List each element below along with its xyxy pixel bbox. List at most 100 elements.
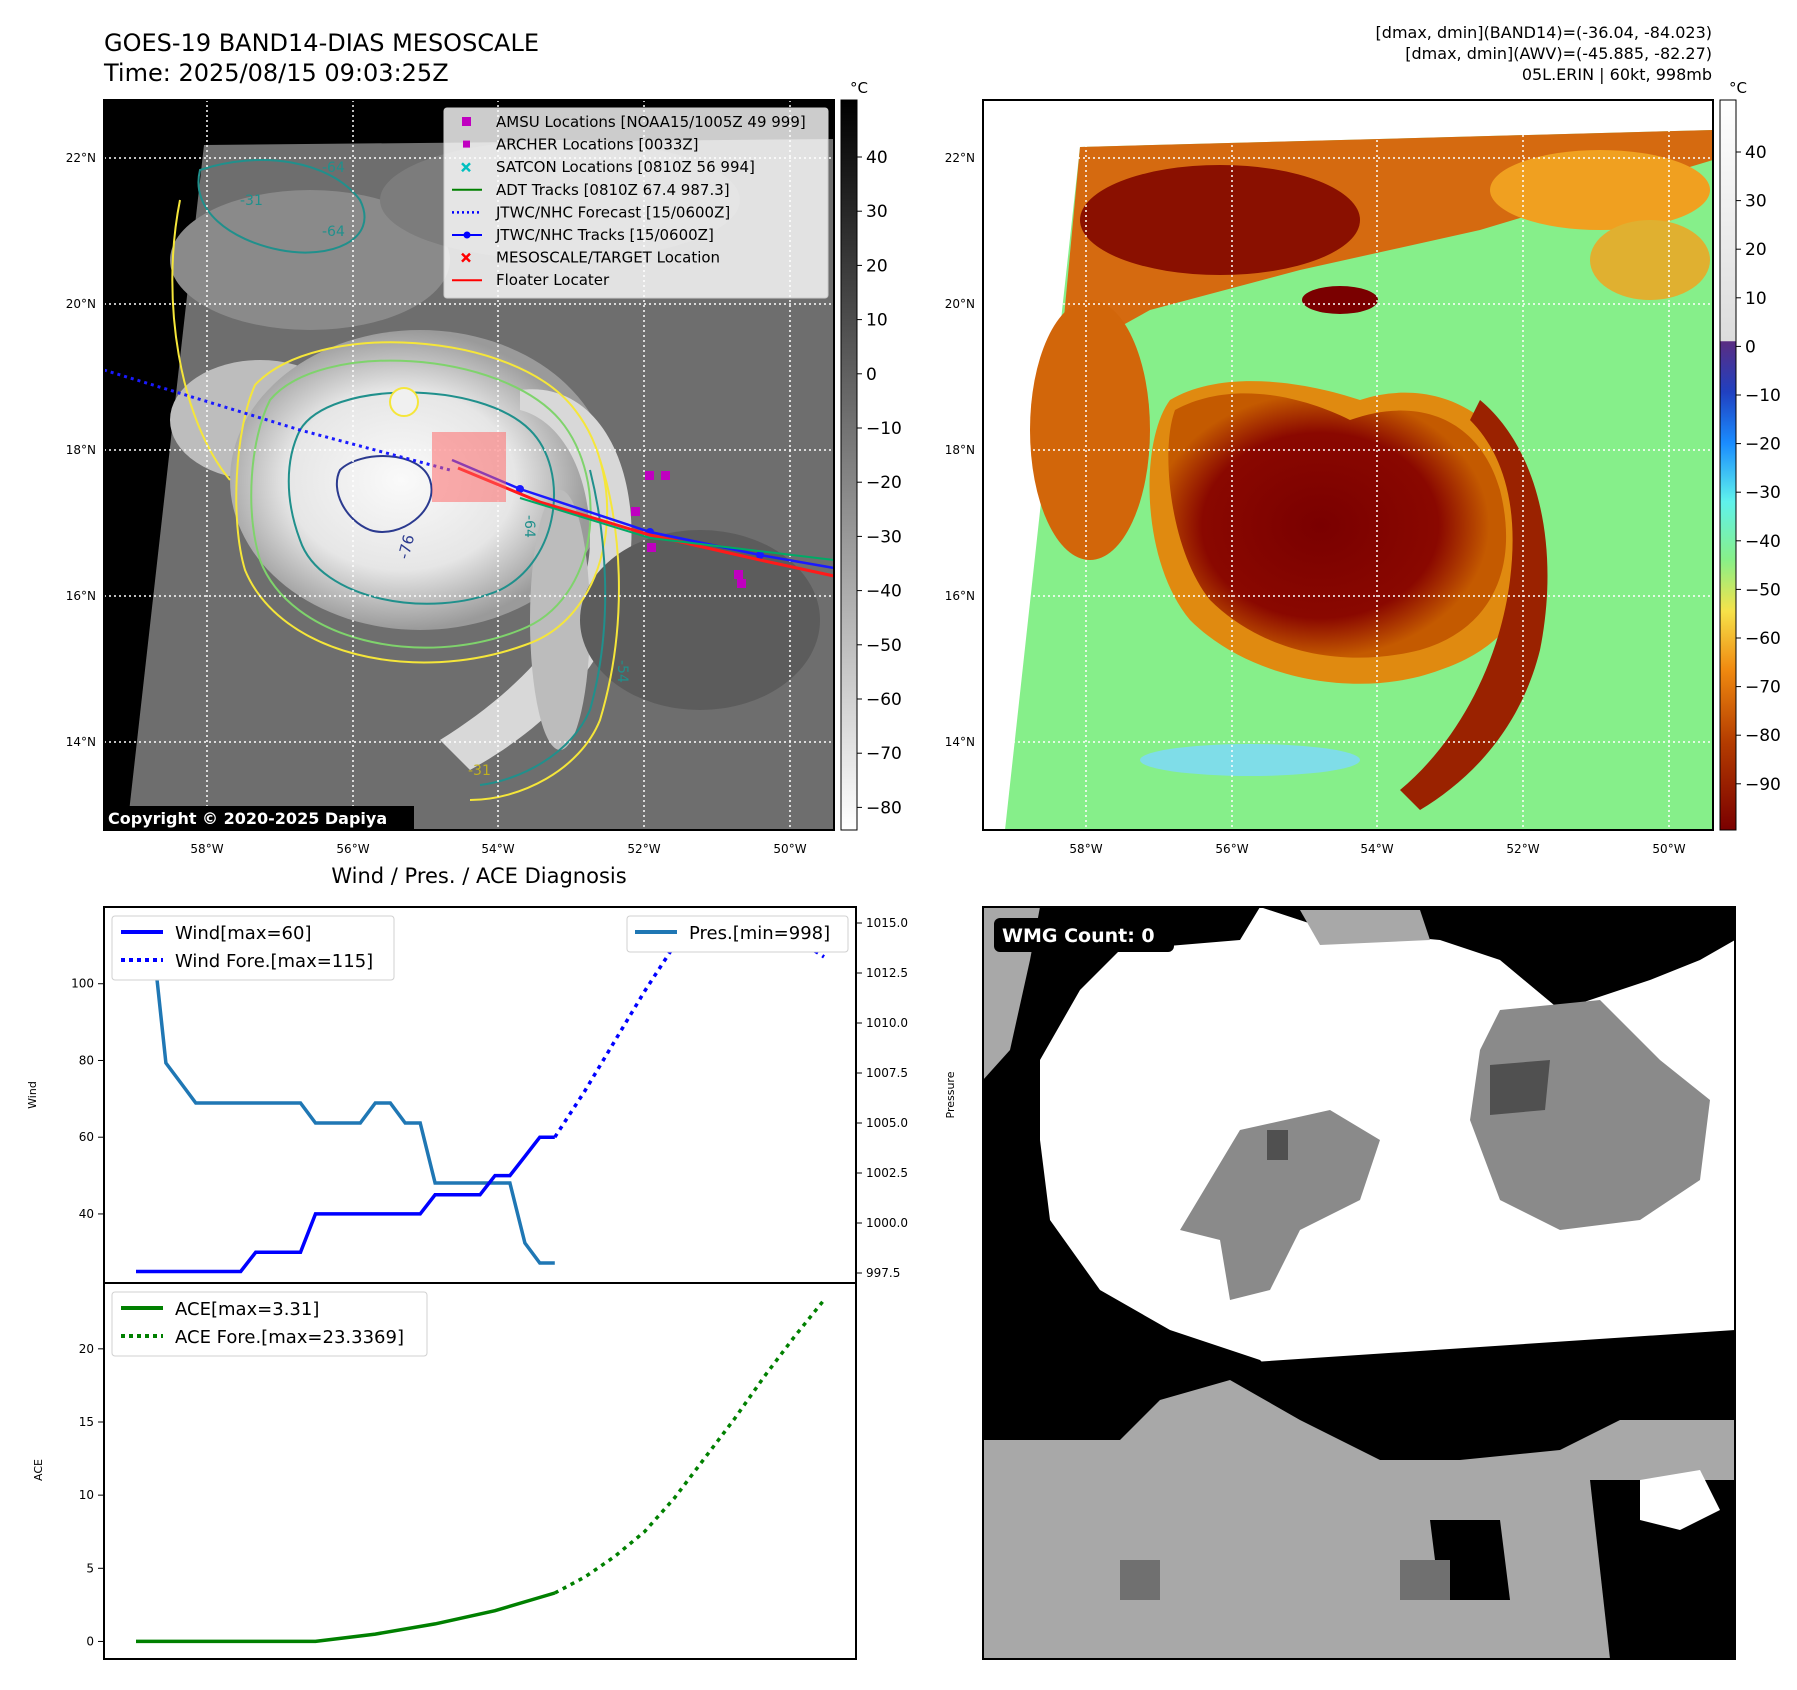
legend-marker-x xyxy=(461,252,471,263)
contour-label: -76 xyxy=(394,533,418,561)
lon-tick-label: 58°W xyxy=(1069,842,1102,856)
legend-entry-label: JTWC/NHC Forecast [15/0600Z] xyxy=(495,203,730,221)
floater-locater xyxy=(457,466,835,578)
wind-axis-label: Wind xyxy=(26,1081,39,1109)
legend-entry-label: ARCHER Locations [0033Z] xyxy=(496,136,699,154)
figure-time: Time: 2025/08/15 09:03:25Z xyxy=(103,59,449,87)
legend-entry-label: AMSU Locations [NOAA15/1005Z 49 999] xyxy=(496,113,806,131)
color-colorbar-tick-label: −80 xyxy=(1745,726,1781,746)
lat-tick-label: 20°N xyxy=(66,297,96,311)
gray-colorbar-tick-label: −40 xyxy=(866,582,902,602)
map-axis-ticks: 58°W 58°W 56°W 56°W 54°W 54°W 52°W 52°W 50°W 50°W… xyxy=(66,151,1686,856)
amsu-markers xyxy=(631,471,746,588)
pressure-series-line xyxy=(136,921,555,1265)
legend-entry-label: Floater Locater xyxy=(496,271,610,289)
copyright-box xyxy=(104,806,414,830)
ace-axis-label: ACE xyxy=(32,1459,45,1481)
adt-track xyxy=(519,497,835,561)
color-colorbar-tick-label: 0 xyxy=(1745,337,1756,357)
color-colorbar-tick-label: 10 xyxy=(1745,289,1767,309)
ace-series-line xyxy=(136,1591,556,1644)
lon-tick-label: 52°W xyxy=(1506,842,1539,856)
legend-wind-forecast: Wind Fore.[max=115] xyxy=(175,951,373,972)
color-map-frame xyxy=(982,99,1714,831)
map-legend: AMSU Locations [NOAA15/1005Z 49 999] ARCH… xyxy=(443,107,829,299)
wind-tick-label: 60 xyxy=(79,1130,94,1144)
legend-ace: ACE[max=3.31] xyxy=(175,1299,319,1320)
contour-label: -64 xyxy=(521,515,537,538)
pressure-tick-label: 1015.0 xyxy=(866,916,908,930)
pressure-tick-label: 1002.5 xyxy=(866,1166,908,1180)
contour-label: -64 xyxy=(322,224,345,240)
lon-tick-label: 52°W xyxy=(627,842,660,856)
legend-entry-label: ADT Tracks [0810Z 67.4 987.3] xyxy=(496,181,730,199)
copyright-text: Copyright © 2020-2025 Dapiya xyxy=(108,809,387,828)
lon-tick-label: 56°W xyxy=(336,842,369,856)
gray-colorbar-tick-label: −60 xyxy=(866,690,902,710)
lat-tick-label: 14°N xyxy=(945,735,975,749)
wmg-count-box xyxy=(994,918,1174,952)
wind-tick-label: 100 xyxy=(71,977,94,991)
legend-marker-x xyxy=(461,162,471,173)
color-colorbar-unit: °C xyxy=(1729,79,1747,97)
legend-ace-forecast: ACE Fore.[max=23.3369] xyxy=(175,1327,404,1348)
lat-tick-label: 16°N xyxy=(66,589,96,603)
pressure-tick-label: 1007.5 xyxy=(866,1066,908,1080)
lon-tick-label: 58°W xyxy=(190,842,223,856)
color-colorbar: °C 40 30 20 10 0 −10 −20 −30 −40 −50 −60 −70 −80 −90 xyxy=(1719,79,1781,831)
legend-entry-label: SATCON Locations [0810Z 56 994] xyxy=(496,158,755,176)
contour-label: -31 xyxy=(468,763,491,779)
legend-entry-label: JTWC/NHC Tracks [15/0600Z] xyxy=(495,226,714,244)
color-colorbar-tick-label: −50 xyxy=(1745,580,1781,600)
band14-stats: [dmax, dmin](BAND14)=(-36.04, -84.023) xyxy=(1376,23,1712,42)
lat-tick-label: 16°N xyxy=(945,589,975,603)
gray-colorbar-tick-label: −30 xyxy=(866,527,902,547)
pressure-tick-label: 1000.0 xyxy=(866,1216,908,1230)
color-colorbar-tick-label: 30 xyxy=(1745,192,1767,212)
lat-tick-label: 20°N xyxy=(945,297,975,311)
mesoscale-target-box xyxy=(432,432,506,502)
lat-tick-label: 18°N xyxy=(945,443,975,457)
wmg-warm-region xyxy=(1470,1000,1710,1230)
ace-tick-label: 0 xyxy=(86,1634,94,1648)
storm-core xyxy=(1168,393,1507,658)
legend-marker-square xyxy=(463,140,470,148)
legend-marker-dot xyxy=(463,231,471,239)
pressure-tick-label: 1012.5 xyxy=(866,966,908,980)
color-colorbar-tick-label: −30 xyxy=(1745,483,1781,503)
spiral-band-color xyxy=(1400,400,1548,810)
color-colorbar-tick-label: 40 xyxy=(1745,143,1767,163)
color-colorbar-tick-label: −10 xyxy=(1745,386,1781,406)
color-colorbar-tick-label: −90 xyxy=(1745,775,1781,795)
wind-tick-label: 40 xyxy=(79,1207,94,1221)
gray-colorbar-tick-label: −20 xyxy=(866,473,902,493)
gray-colorbar-tick-label: 0 xyxy=(866,365,877,385)
color-map-panel xyxy=(982,99,1714,831)
legend-pressure: Pres.[min=998] xyxy=(689,923,830,944)
legend-marker-square xyxy=(462,117,471,126)
wind-tick-label: 80 xyxy=(79,1053,94,1067)
color-colorbar-tick-label: −20 xyxy=(1745,435,1781,455)
lat-tick-label: 18°N xyxy=(66,443,96,457)
forecast-track xyxy=(103,368,451,472)
legend-wind: Wind[max=60] xyxy=(175,923,312,944)
gray-colorbar-tick-label: 20 xyxy=(866,256,888,276)
storm-summary: 05L.ERIN | 60kt, 998mb xyxy=(1522,65,1712,84)
ace-tick-label: 10 xyxy=(79,1488,94,1502)
gray-colorbar-tick-label: 40 xyxy=(866,148,888,168)
color-colorbar-tick-label: −40 xyxy=(1745,532,1781,552)
lat-tick-label: 22°N xyxy=(945,151,975,165)
gray-colorbar-tick-label: 10 xyxy=(866,311,888,331)
lat-tick-label: 14°N xyxy=(66,735,96,749)
gray-colorbar-tick-label: −10 xyxy=(866,419,902,439)
lat-tick-label: 22°N xyxy=(66,151,96,165)
storm-cloud-mass xyxy=(230,330,610,630)
legend-entry-label: MESOSCALE/TARGET Location xyxy=(496,249,720,267)
wind-legend: Wind[max=60] Wind Fore.[max=115] xyxy=(111,915,395,981)
ace-legend: ACE[max=3.31] ACE Fore.[max=23.3369] xyxy=(111,1291,428,1357)
color-colorbar-tick-label: −70 xyxy=(1745,678,1781,698)
pressure-tick-label: 1005.0 xyxy=(866,1116,908,1130)
gray-colorbar-tick-label: −50 xyxy=(866,636,902,656)
color-colorbar-tick-label: 20 xyxy=(1745,240,1767,260)
